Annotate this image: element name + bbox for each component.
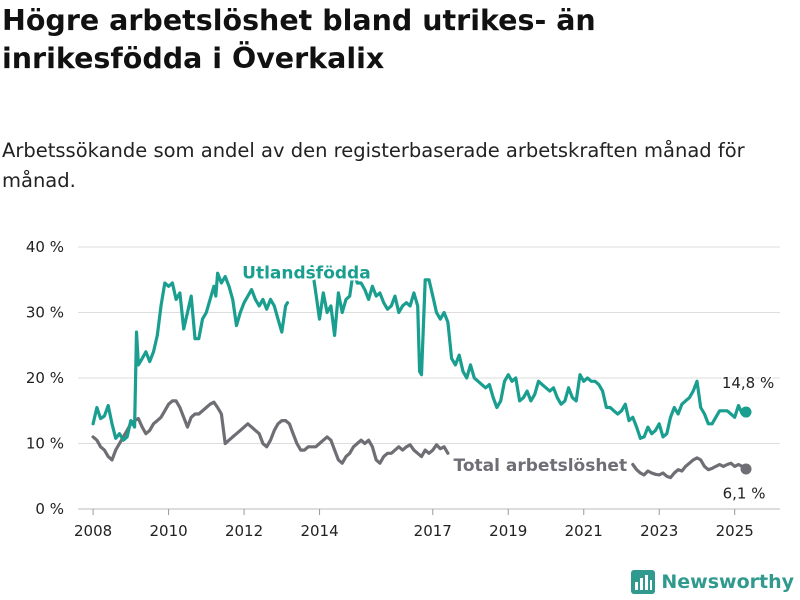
series-line-total xyxy=(91,399,450,465)
x-axis-ticks: 2008 2010 2012 2014 2017 2019 2021 2023 2025 xyxy=(74,509,754,540)
line-chart: 0 % 10 % 20 % 30 % 40 % 2008 2010 2012 2014 2017… xyxy=(26,238,780,540)
y-tick-label: 20 % xyxy=(26,369,64,387)
series-layer xyxy=(91,265,752,480)
y-tick-label: 30 % xyxy=(26,304,64,322)
series-line-utlandsfodda xyxy=(310,265,748,440)
end-point-utlandsfodda xyxy=(740,406,752,418)
series-label-utlandsfodda: Utlandsfödda xyxy=(242,263,371,283)
x-tick-label: 2023 xyxy=(640,522,678,540)
brand-logo: Newsworthy xyxy=(631,570,794,594)
y-tick-label: 0 % xyxy=(35,500,64,518)
chart-subtitle: Arbetssökande som andel av den registerb… xyxy=(2,139,745,192)
chart-title: Högre arbetslöshet bland utrikes- än inr… xyxy=(2,4,596,75)
x-tick-label: 2010 xyxy=(149,522,187,540)
series-line-total xyxy=(572,458,580,464)
brand-name: Newsworthy xyxy=(661,571,794,593)
y-tick-label: 40 % xyxy=(26,238,64,256)
y-tick-label: 10 % xyxy=(26,435,64,453)
x-tick-label: 2012 xyxy=(225,522,263,540)
x-tick-label: 2017 xyxy=(414,522,452,540)
series-label-total: Total arbetslöshet xyxy=(454,456,628,476)
x-tick-label: 2021 xyxy=(565,522,603,540)
x-tick-label: 2014 xyxy=(300,522,338,540)
x-tick-label: 2025 xyxy=(716,522,754,540)
x-tick-label: 2008 xyxy=(74,522,112,540)
y-axis-ticks: 0 % 10 % 20 % 30 % 40 % xyxy=(26,238,64,518)
end-value-utlandsfodda: 14,8 % xyxy=(722,374,774,392)
label-layer: Utlandsfödda Total arbetslöshet 14,8 % 6,1 … xyxy=(240,261,776,504)
end-point-total xyxy=(740,463,752,475)
series-line-total xyxy=(631,456,748,480)
newsworthy-bar-chart-icon xyxy=(631,570,656,594)
x-tick-label: 2019 xyxy=(489,522,527,540)
end-value-total: 6,1 % xyxy=(723,485,766,503)
series-line-utlandsfodda xyxy=(91,271,290,442)
grid-layer xyxy=(78,246,780,510)
